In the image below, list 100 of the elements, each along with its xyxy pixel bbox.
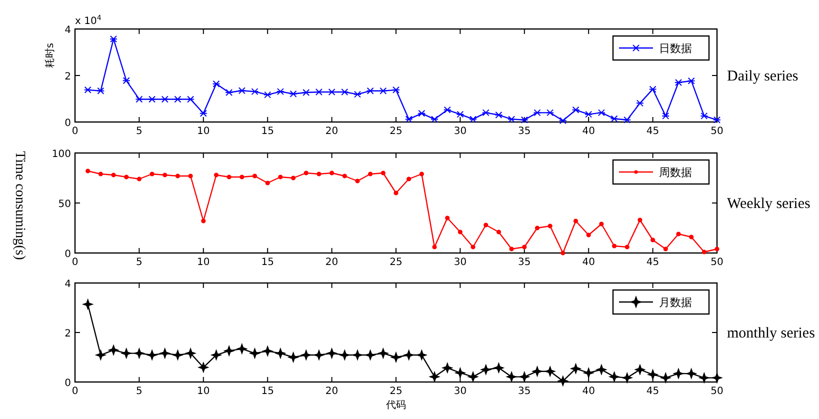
point — [454, 368, 466, 378]
x-tick-label: 0 — [72, 386, 78, 397]
point — [366, 87, 374, 94]
point — [365, 350, 376, 360]
x-tick-label: 35 — [518, 386, 531, 397]
point — [134, 348, 144, 359]
point — [534, 226, 540, 230]
text: monthly series — [727, 326, 816, 342]
point — [172, 350, 184, 360]
point — [289, 90, 298, 98]
point — [124, 174, 129, 180]
point — [546, 109, 554, 116]
point — [278, 174, 283, 180]
x-tick-label: 20 — [325, 257, 338, 268]
point — [300, 350, 312, 360]
point — [418, 110, 426, 117]
x-tick-label: 25 — [390, 257, 402, 268]
point — [468, 372, 478, 382]
point — [276, 88, 284, 96]
point — [122, 77, 130, 84]
point — [210, 350, 222, 360]
x-tick-label: 0 — [72, 257, 78, 268]
legend: 周数据 — [612, 159, 710, 185]
x-tick-label: 35 — [518, 126, 531, 137]
point — [686, 368, 697, 379]
point — [392, 86, 400, 94]
x-tick-label: 20 — [325, 386, 338, 397]
point — [136, 176, 142, 182]
point — [353, 90, 362, 98]
point — [288, 352, 299, 363]
point — [648, 369, 658, 380]
y-tick-label: 50 — [58, 199, 71, 210]
x-tick-label: 40 — [582, 386, 595, 397]
point — [560, 250, 566, 256]
point — [702, 250, 706, 254]
point — [416, 350, 427, 360]
point — [95, 350, 106, 360]
y-tick-label: 100 — [52, 149, 71, 160]
point — [698, 372, 710, 384]
x-tick-label: 15 — [261, 386, 274, 397]
point — [430, 116, 439, 123]
point — [623, 116, 632, 124]
point — [636, 100, 644, 107]
point — [111, 172, 116, 178]
point — [442, 362, 453, 374]
point — [586, 232, 591, 238]
y-tick-label: 0 — [64, 249, 71, 260]
x-tick-label: 35 — [518, 257, 531, 268]
legend-label: 周数据 — [659, 166, 692, 179]
point — [687, 77, 696, 84]
point — [340, 88, 349, 96]
point — [316, 172, 322, 176]
point — [175, 174, 180, 178]
text: Weekly series — [727, 196, 811, 212]
point — [404, 350, 414, 360]
point — [355, 178, 360, 184]
point — [86, 168, 90, 174]
point — [480, 364, 492, 375]
point — [212, 80, 220, 88]
point — [275, 348, 286, 359]
y-tick-label: 2 — [64, 328, 71, 340]
x-tick-label: 5 — [136, 257, 142, 268]
point — [484, 222, 488, 228]
point — [304, 170, 308, 176]
point — [404, 116, 413, 123]
point — [252, 174, 258, 178]
point — [520, 116, 528, 124]
x-tick-label: 5 — [136, 386, 142, 397]
point — [352, 350, 363, 360]
x-tick-label: 45 — [646, 386, 660, 397]
x-tick-label: 25 — [390, 386, 402, 397]
x-tick-label: 10 — [197, 257, 210, 268]
point — [570, 363, 582, 374]
point — [634, 364, 646, 375]
point — [583, 368, 594, 378]
point — [508, 116, 516, 123]
x-axis-title: 代码 — [385, 400, 406, 411]
y-axis-title: Time consuming(s) — [12, 151, 27, 260]
point — [673, 368, 684, 379]
point — [160, 96, 169, 103]
point — [674, 78, 682, 86]
point — [240, 174, 244, 180]
x-tick-label: 0 — [72, 126, 78, 137]
point — [265, 180, 270, 186]
x-tick-label: 50 — [710, 386, 724, 397]
point — [146, 350, 158, 360]
point — [506, 372, 517, 382]
x-tick-label: 15 — [261, 126, 274, 137]
point — [174, 96, 182, 103]
point — [597, 109, 606, 116]
point — [368, 172, 373, 176]
point — [650, 238, 656, 242]
point — [214, 172, 219, 178]
point — [610, 115, 618, 122]
point — [445, 216, 450, 220]
point — [493, 362, 504, 374]
point — [596, 364, 607, 375]
x-tick-label: 20 — [325, 126, 338, 137]
point — [160, 348, 170, 359]
point — [558, 117, 567, 124]
